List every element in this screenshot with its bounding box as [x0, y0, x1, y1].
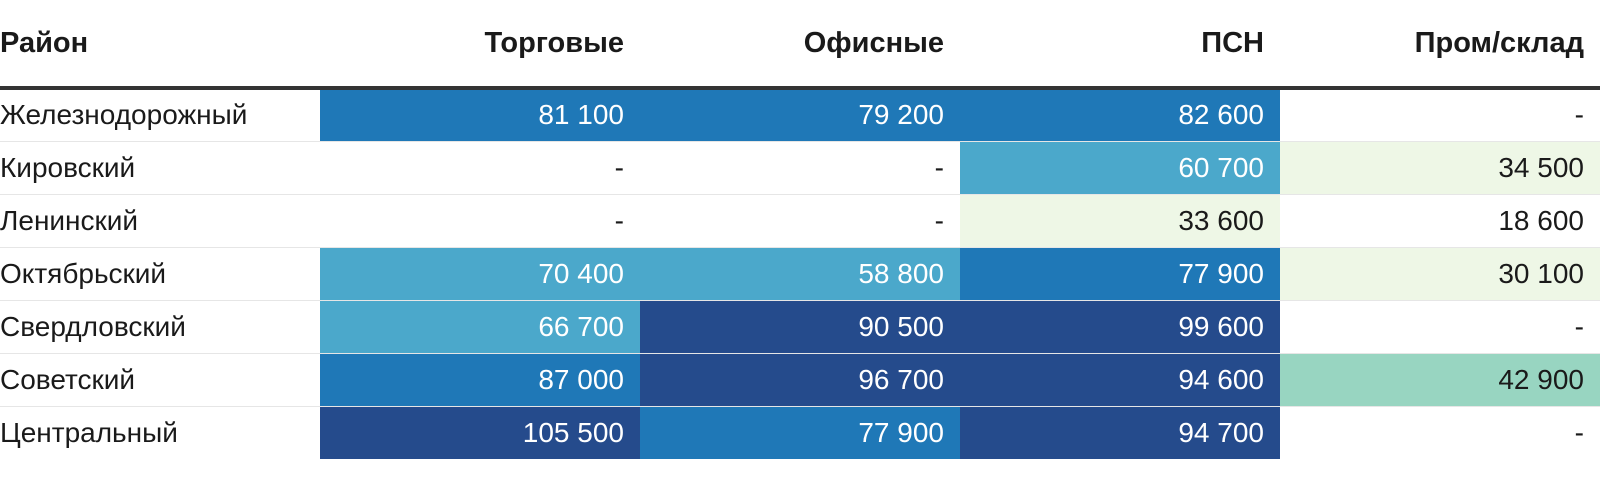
table-row: Ленинский - -33 600 18 600	[0, 194, 1600, 248]
value-cell: 42 900	[1280, 353, 1600, 407]
value-cell: 18 600	[1280, 194, 1600, 248]
value-cell: 60 700	[960, 141, 1280, 195]
price-heatmap-table: Район Торговые Офисные ПСН Пром/склад Же…	[0, 0, 1600, 459]
value-cell: 90 500	[640, 300, 960, 354]
table-row: Кировский - -60 700 34 500	[0, 141, 1600, 195]
value-cell: 79 200	[640, 88, 960, 142]
column-header-psn: ПСН	[960, 0, 1280, 90]
header-row: Район Торговые Офисные ПСН Пром/склад	[0, 0, 1600, 90]
column-header-office: Офисные	[640, 0, 960, 90]
district-name-cell: Свердловский	[0, 300, 320, 354]
value-cell: 96 700	[640, 353, 960, 407]
value-cell: 94 700	[960, 406, 1280, 459]
value-cell: -	[640, 194, 960, 248]
value-cell: 87 000	[320, 353, 640, 407]
value-cell: -	[1574, 416, 1584, 448]
value-cell: 77 900	[960, 247, 1280, 301]
value-cell: -	[320, 194, 640, 248]
value-cell: -	[1280, 88, 1600, 142]
table-row: Свердловский 66 700 90 500 99 600-	[0, 300, 1600, 354]
column-header-district: Район	[0, 0, 320, 90]
value-cell: 30 100	[1280, 247, 1600, 301]
value-cell: 105 500	[320, 406, 640, 459]
table-row: Железнодорожный 81 100 79 200 82 600-	[0, 88, 1600, 142]
district-name-cell: Железнодорожный	[0, 88, 320, 142]
district-name-cell: Октябрьский	[0, 247, 320, 301]
district-name-cell: Кировский	[0, 141, 320, 195]
value-cell: 33 600	[960, 194, 1280, 248]
value-cell: 77 900	[640, 406, 960, 459]
table-row: Центральный 105 500 77 900 94 700 -	[0, 406, 1600, 459]
value-cell: 70 400	[320, 247, 640, 301]
table-body: Железнодорожный 81 100 79 200 82 600- Кировс…	[0, 88, 1600, 459]
value-cell: -	[320, 141, 640, 195]
value-cell: 82 600	[960, 88, 1280, 142]
value-cell: 99 600	[960, 300, 1280, 354]
value-cell: 81 100	[320, 88, 640, 142]
district-name-cell: Ленинский	[0, 194, 320, 248]
value-cell: 66 700	[320, 300, 640, 354]
value-cell: 34 500	[1280, 141, 1600, 195]
value-cell: 94 600	[960, 353, 1280, 407]
value-cell: -	[640, 141, 960, 195]
column-header-industrial-warehouse: Пром/склад	[1280, 0, 1600, 90]
column-header-retail: Торговые	[320, 0, 640, 90]
value-cell: 58 800	[640, 247, 960, 301]
district-name-cell: Советский	[0, 353, 320, 407]
price-table-container: Район Торговые Офисные ПСН Пром/склад Же…	[0, 0, 1600, 459]
table-row: Октябрьский 70 400 58 800 77 900 30 100	[0, 247, 1600, 301]
table-row: Советский 87 000 96 700 94 600 42 900	[0, 353, 1600, 407]
district-name-cell: Центральный	[0, 416, 178, 448]
value-cell: -	[1280, 300, 1600, 354]
